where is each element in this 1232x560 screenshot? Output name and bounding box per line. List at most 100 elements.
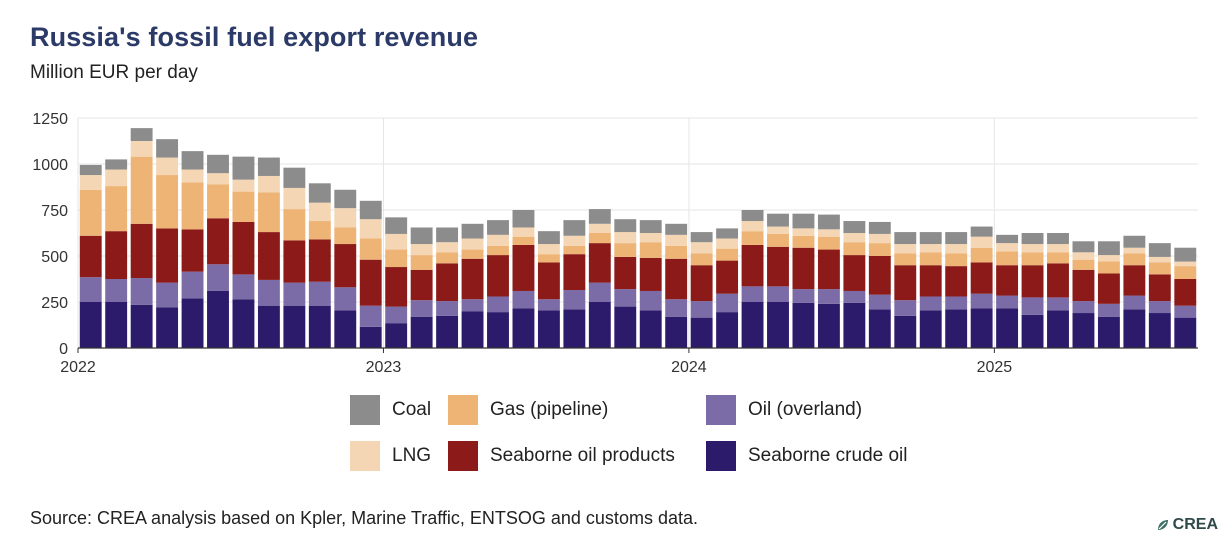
bar-oil-overland xyxy=(283,282,306,306)
bar-oil-overland xyxy=(996,295,1019,309)
bar-seaborne-oil-products xyxy=(563,254,586,291)
legend-label-seaborne-crude-oil: Seaborne crude oil xyxy=(748,445,908,466)
bar-coal xyxy=(334,189,357,209)
bar-seaborne-crude-oil xyxy=(767,302,789,348)
x-tick-label: 2024 xyxy=(671,359,707,376)
bar-lng xyxy=(537,244,560,255)
bar-gas-pipeline xyxy=(868,243,891,256)
x-tick-label: 2025 xyxy=(977,359,1013,376)
bar-coal xyxy=(894,232,917,245)
bar-seaborne-crude-oil xyxy=(614,306,637,348)
bar-oil-overland xyxy=(1072,301,1095,314)
x-tick-label: 2022 xyxy=(60,359,96,376)
bar-gas-pipeline xyxy=(385,249,408,268)
bar-oil-overland xyxy=(588,282,611,302)
bar-seaborne-crude-oil xyxy=(945,309,968,348)
bar-seaborne-oil-products xyxy=(181,229,204,272)
bar-coal xyxy=(716,228,739,239)
bar-lng xyxy=(359,219,382,239)
legend-swatch-coal xyxy=(350,395,380,425)
bar-seaborne-oil-products xyxy=(919,265,942,297)
bar-seaborne-crude-oil xyxy=(1047,310,1069,348)
legend-item-gas-pipeline: Gas (pipeline) xyxy=(448,394,608,426)
bar-seaborne-oil-products xyxy=(1097,273,1120,304)
bar-oil-overland xyxy=(817,289,840,304)
bar-seaborne-oil-products xyxy=(741,244,764,287)
bar-gas-pipeline xyxy=(817,236,840,250)
bar-gas-pipeline xyxy=(716,248,739,261)
y-tick-label: 1000 xyxy=(32,157,68,174)
bar-lng xyxy=(181,169,204,183)
bar-lng xyxy=(970,236,993,248)
bar-seaborne-crude-oil xyxy=(996,308,1019,348)
crea-logo: CREA xyxy=(1156,516,1218,534)
bar-gas-pipeline xyxy=(1148,262,1171,275)
legend-label-oil-overland: Oil (overland) xyxy=(748,399,863,420)
bar-coal xyxy=(1174,247,1197,262)
bar-oil-overland xyxy=(436,301,459,316)
bar-lng xyxy=(257,175,280,193)
bar-oil-overland xyxy=(919,296,942,311)
crea-leaf-icon xyxy=(1157,520,1168,530)
bar-lng xyxy=(767,226,789,234)
bar-lng xyxy=(614,232,637,244)
bar-seaborne-crude-oil xyxy=(1174,317,1197,348)
bar-lng xyxy=(843,233,866,243)
bar-seaborne-oil-products xyxy=(639,257,662,291)
bar-lng xyxy=(1072,252,1095,260)
bar-oil-overland xyxy=(792,289,815,303)
bar-gas-pipeline xyxy=(283,209,306,241)
bar-seaborne-oil-products xyxy=(156,228,179,283)
bar-seaborne-crude-oil xyxy=(639,310,662,348)
bar-oil-overland xyxy=(385,306,408,324)
legend-swatch-seaborne-crude-oil xyxy=(706,441,736,471)
bar-gas-pipeline xyxy=(537,254,560,263)
logo-text: CREA xyxy=(1172,516,1218,533)
bar-lng xyxy=(487,234,509,246)
bar-oil-overland xyxy=(130,278,153,305)
bar-lng xyxy=(105,169,128,187)
bar-oil-overland xyxy=(945,296,968,310)
bar-coal xyxy=(945,232,968,245)
bar-seaborne-crude-oil xyxy=(461,311,484,348)
bar-coal xyxy=(156,139,179,158)
bar-seaborne-oil-products xyxy=(105,231,128,279)
bar-seaborne-crude-oil xyxy=(741,302,764,348)
bar-coal xyxy=(461,223,484,239)
bar-oil-overland xyxy=(410,300,433,317)
bar-seaborne-oil-products xyxy=(1072,269,1095,302)
bar-gas-pipeline xyxy=(1123,253,1146,266)
bar-gas-pipeline xyxy=(359,238,382,260)
bar-lng xyxy=(792,228,815,236)
bar-gas-pipeline xyxy=(970,247,993,263)
bar-lng xyxy=(130,141,153,157)
bar-lng xyxy=(588,223,611,233)
bar-seaborne-oil-products xyxy=(970,262,993,294)
y-tick-label: 250 xyxy=(41,295,68,312)
bar-coal xyxy=(130,128,153,141)
bar-seaborne-crude-oil xyxy=(1021,314,1044,348)
bar-seaborne-oil-products xyxy=(487,255,509,297)
bar-coal xyxy=(843,221,866,233)
bar-gas-pipeline xyxy=(79,189,102,236)
bar-seaborne-crude-oil xyxy=(1097,316,1120,348)
legend-item-lng: LNG xyxy=(350,440,431,472)
bar-gas-pipeline xyxy=(690,253,713,266)
legend-label-gas-pipeline: Gas (pipeline) xyxy=(490,399,609,420)
bar-gas-pipeline xyxy=(945,253,968,267)
bar-oil-overland xyxy=(716,293,739,313)
bar-seaborne-oil-products xyxy=(257,232,280,280)
bar-coal xyxy=(385,217,408,234)
bar-gas-pipeline xyxy=(792,235,815,248)
bar-lng xyxy=(385,233,408,250)
bar-seaborne-oil-products xyxy=(843,255,866,291)
bar-coal xyxy=(359,200,382,220)
bar-coal xyxy=(665,223,688,235)
bar-lng xyxy=(563,235,586,246)
bar-lng xyxy=(894,244,917,254)
bar-gas-pipeline xyxy=(767,233,789,247)
bar-oil-overland xyxy=(105,279,128,302)
bar-lng xyxy=(1097,255,1120,262)
bar-seaborne-oil-products xyxy=(461,258,484,300)
bar-gas-pipeline xyxy=(1097,261,1120,274)
